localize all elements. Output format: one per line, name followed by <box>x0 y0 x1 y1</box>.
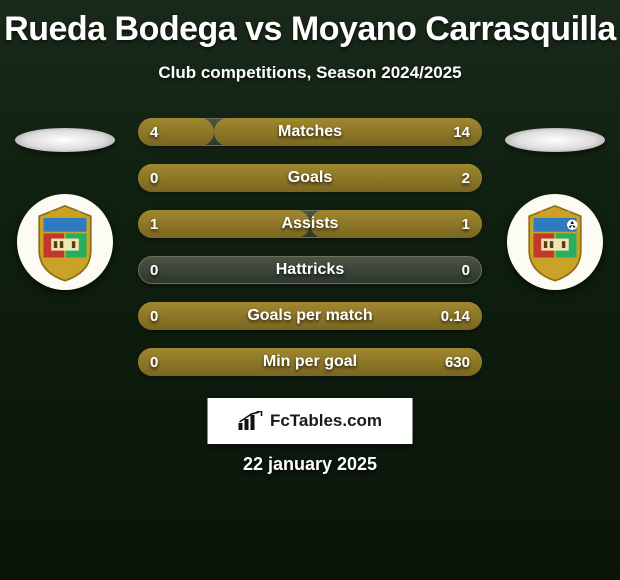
stat-fill-left <box>138 210 310 238</box>
crest-svg-left <box>22 199 108 285</box>
fctables-logo-icon <box>238 411 264 431</box>
stat-fill-left <box>138 118 214 146</box>
date-text: 22 january 2025 <box>0 454 620 475</box>
pedestal-left <box>15 128 115 152</box>
player-left-column <box>10 128 120 290</box>
player-right-column <box>500 128 610 290</box>
stat-row: 00.14Goals per match <box>138 302 482 330</box>
page-subtitle: Club competitions, Season 2024/2025 <box>0 63 620 83</box>
stat-fill-right <box>310 210 482 238</box>
club-crest-left <box>17 194 113 290</box>
pedestal-right <box>505 128 605 152</box>
stat-fill-right <box>214 118 482 146</box>
stat-fill-right <box>138 164 482 192</box>
comparison-card: Rueda Bodega vs Moyano Carrasquilla Club… <box>0 0 620 580</box>
stat-fill-right <box>138 348 482 376</box>
stats-list: 414Matches 02Goals 11Assists 00Hattricks 00.… <box>138 118 482 376</box>
brand-text: FcTables.com <box>270 411 382 431</box>
stat-row: 00Hattricks <box>138 256 482 284</box>
stat-track <box>138 256 482 284</box>
stat-row: 11Assists <box>138 210 482 238</box>
stat-fill-right <box>138 302 482 330</box>
crest-svg-right <box>512 199 598 285</box>
brand-badge[interactable]: FcTables.com <box>208 398 413 444</box>
page-title: Rueda Bodega vs Moyano Carrasquilla <box>0 0 620 49</box>
stat-row: 02Goals <box>138 164 482 192</box>
stat-row: 0630Min per goal <box>138 348 482 376</box>
club-crest-right <box>507 194 603 290</box>
stat-row: 414Matches <box>138 118 482 146</box>
